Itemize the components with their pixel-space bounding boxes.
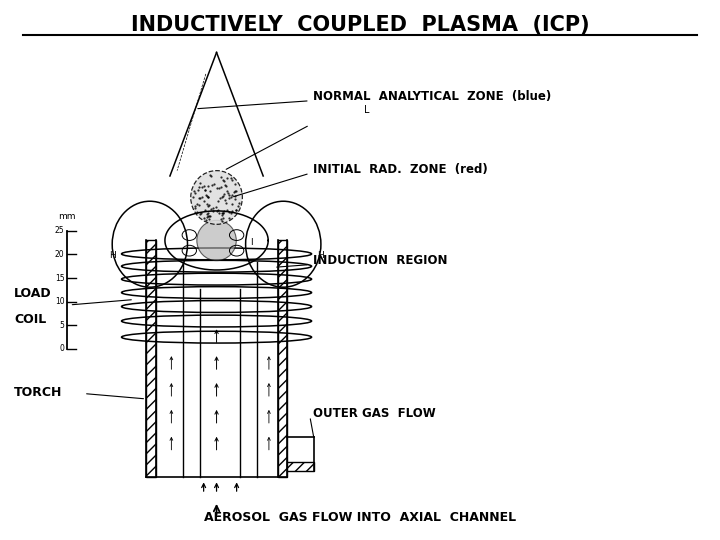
Text: INDUCTION  REGION: INDUCTION REGION xyxy=(313,254,448,267)
Text: 25: 25 xyxy=(55,226,65,235)
Text: 10: 10 xyxy=(55,297,65,306)
Text: INITIAL  RAD.  ZONE  (red): INITIAL RAD. ZONE (red) xyxy=(313,163,488,176)
Text: I: I xyxy=(250,238,252,247)
Text: 15: 15 xyxy=(55,274,65,282)
Bar xyxy=(146,240,156,477)
Text: mm: mm xyxy=(58,212,76,221)
Text: LOAD: LOAD xyxy=(14,287,52,300)
Text: AEROSOL  GAS FLOW INTO  AXIAL  CHANNEL: AEROSOL GAS FLOW INTO AXIAL CHANNEL xyxy=(204,511,516,524)
Text: H: H xyxy=(109,251,116,260)
Text: INDUCTIVELY  COUPLED  PLASMA  (ICP): INDUCTIVELY COUPLED PLASMA (ICP) xyxy=(131,15,589,35)
Text: TORCH: TORCH xyxy=(14,386,63,399)
Ellipse shape xyxy=(191,171,243,224)
Text: 20: 20 xyxy=(55,250,65,259)
Text: COIL: COIL xyxy=(14,313,47,326)
Bar xyxy=(277,240,287,477)
Text: OUTER GAS  FLOW: OUTER GAS FLOW xyxy=(313,407,436,420)
Text: 0: 0 xyxy=(60,345,65,354)
Text: NORMAL  ANALYTICAL  ZONE  (blue): NORMAL ANALYTICAL ZONE (blue) xyxy=(313,90,552,103)
Text: H: H xyxy=(318,251,324,260)
Text: L: L xyxy=(364,105,369,115)
Ellipse shape xyxy=(197,220,236,261)
Bar xyxy=(287,462,314,471)
Text: 5: 5 xyxy=(60,321,65,330)
